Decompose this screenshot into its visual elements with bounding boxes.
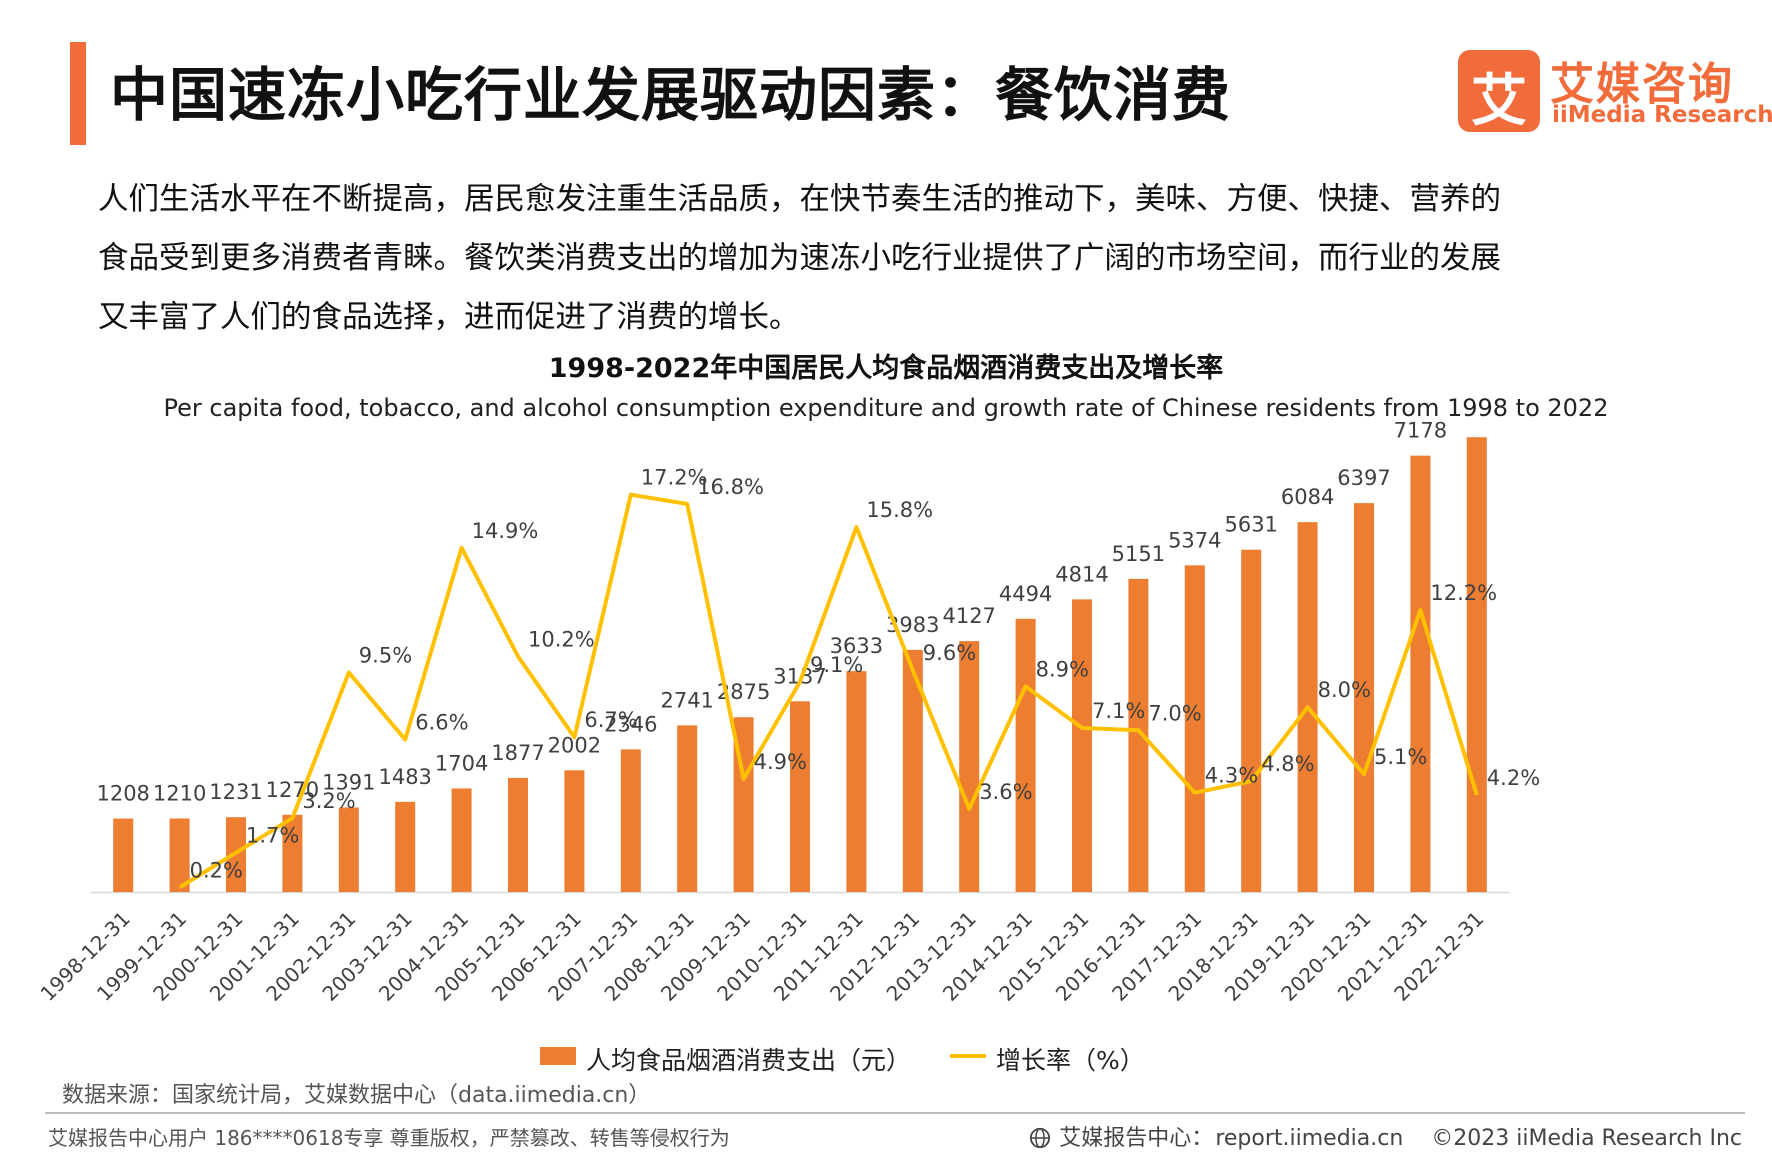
bar-value-label: 1210 bbox=[153, 781, 206, 805]
legend-label-growth: 增长率（%） bbox=[996, 1046, 1145, 1075]
growth-rate-label: 6.6% bbox=[415, 711, 468, 735]
growth-rate-label: 15.8% bbox=[866, 498, 933, 522]
footer-report-url[interactable]: report.iimedia.cn bbox=[1215, 1126, 1404, 1151]
logo-mark-icon: 艾 bbox=[1458, 50, 1540, 134]
bar-value-label: 5631 bbox=[1224, 513, 1277, 537]
growth-rate-label: 4.2% bbox=[1487, 766, 1540, 790]
bar bbox=[1410, 455, 1431, 892]
bar bbox=[338, 807, 359, 892]
bar bbox=[790, 701, 810, 892]
page-title: 中国速冻小吃行业发展驱动因素：餐饮消费 bbox=[110, 61, 1232, 129]
bar-value-label: 5151 bbox=[1112, 542, 1165, 566]
bar-value-label: 6397 bbox=[1337, 466, 1390, 490]
globe-icon bbox=[1030, 1127, 1051, 1149]
brand-logo: 艾 艾媒咨询 iiMedia Research bbox=[1458, 50, 1772, 134]
bar-value-label: 5374 bbox=[1168, 528, 1221, 552]
growth-rate-label: 3.6% bbox=[979, 780, 1032, 804]
bar-value-label: 1231 bbox=[209, 780, 262, 804]
growth-rate-label: 0.2% bbox=[190, 858, 243, 882]
chart-title: 1998-2022年中国居民人均食品烟酒消费支出及增长率 bbox=[548, 353, 1224, 384]
bar bbox=[620, 749, 641, 892]
bar bbox=[564, 770, 585, 892]
bar bbox=[508, 777, 528, 892]
growth-rate-label: 3.2% bbox=[302, 789, 355, 813]
bar-value-label: 1877 bbox=[491, 741, 544, 765]
bar-value-label: 2741 bbox=[660, 688, 713, 712]
intro-paragraph: 人们生活水平在不断提高，居民愈发注重生活品质，在快节奏生活的推动下，美味、方便、… bbox=[98, 170, 1708, 347]
logo-cn-text: 艾媒咨询 bbox=[1550, 59, 1734, 110]
bar bbox=[451, 788, 472, 892]
footer-divider bbox=[45, 1112, 1745, 1114]
growth-rate-label: 4.9% bbox=[754, 750, 807, 774]
intro-line-1: 人们生活水平在不断提高，居民愈发注重生活品质，在快节奏生活的推动下，美味、方便、… bbox=[98, 182, 1501, 217]
growth-rate-label: 16.8% bbox=[697, 475, 764, 499]
footer-right: 艾媒报告中心：report.iimedia.cn ©2023 iiMedia Re… bbox=[1029, 1120, 1742, 1152]
bar-value-label: 1391 bbox=[322, 770, 375, 794]
growth-rate-label: 17.2% bbox=[641, 466, 708, 490]
bar bbox=[1354, 503, 1374, 892]
growth-rate-label: 1.7% bbox=[246, 824, 299, 848]
bar-value-label: 4814 bbox=[1055, 562, 1108, 586]
bar bbox=[677, 725, 698, 892]
bar bbox=[282, 814, 303, 892]
bar-value-label: 2346 bbox=[604, 712, 657, 736]
data-source: 数据来源：国家统计局，艾媒数据中心（data.iimedia.cn） bbox=[62, 1083, 651, 1108]
chart-subtitle: Per capita food, tobacco, and alcohol co… bbox=[163, 394, 1609, 422]
bar-value-label: 1704 bbox=[435, 751, 488, 775]
growth-rate-label: 9.1% bbox=[810, 653, 863, 677]
bar-value-label: 1483 bbox=[378, 765, 431, 789]
footer-copyright-notice: 艾媒报告中心用户 186****0618专享 尊重版权，严禁篡改、转售等侵权行为 bbox=[48, 1126, 730, 1150]
growth-rate-label: 7.1% bbox=[1092, 699, 1145, 723]
growth-rate-label: 8.0% bbox=[1318, 678, 1371, 702]
title-accent-bar bbox=[70, 42, 86, 145]
bar-value-label: 7178 bbox=[1394, 420, 1447, 443]
bar bbox=[1184, 565, 1205, 892]
growth-rate-label: 7.0% bbox=[1148, 701, 1201, 725]
bar-value-label: 3633 bbox=[830, 634, 883, 658]
logo-mark-char: 艾 bbox=[1471, 69, 1527, 134]
growth-rate-label: 10.2% bbox=[528, 627, 595, 651]
bar-value-label: 7481 bbox=[1450, 420, 1503, 424]
bar-value-label: 4127 bbox=[942, 604, 995, 628]
bar-value-label: 4494 bbox=[999, 582, 1052, 606]
growth-rate-label: 14.9% bbox=[472, 519, 539, 543]
growth-rate-label: 9.6% bbox=[923, 641, 976, 665]
bar bbox=[1466, 437, 1487, 892]
growth-rate-label: 5.1% bbox=[1374, 745, 1427, 769]
intro-line-3: 又丰富了人们的食品选择，进而促进了消费的增长。 bbox=[98, 300, 800, 335]
growth-rate-label: 12.2% bbox=[1430, 581, 1497, 605]
bar bbox=[1128, 578, 1149, 892]
bar bbox=[902, 649, 923, 892]
bar-value-label: 1270 bbox=[266, 778, 319, 802]
legend-bar-swatch bbox=[540, 1047, 576, 1065]
bar bbox=[1241, 549, 1262, 892]
growth-rate-label: 6.7% bbox=[584, 708, 637, 732]
bar bbox=[395, 801, 416, 892]
legend-label-expenditure: 人均食品烟酒消费支出（元） bbox=[586, 1046, 912, 1075]
growth-rate-label: 9.5% bbox=[359, 644, 412, 668]
legend-line-swatch bbox=[950, 1054, 986, 1058]
bar bbox=[846, 671, 867, 892]
growth-rate-label: 8.9% bbox=[1036, 657, 1089, 681]
growth-rate-label: 4.8% bbox=[1261, 752, 1314, 776]
bar bbox=[113, 818, 134, 892]
bar-value-label: 1208 bbox=[96, 782, 149, 806]
growth-rate-label: 4.3% bbox=[1205, 764, 1258, 788]
bar-value-label: 6084 bbox=[1281, 485, 1334, 509]
bar bbox=[1015, 618, 1036, 892]
intro-line-2: 食品受到更多消费者青睐。餐饮类消费支出的增加为速冻小吃行业提供了广阔的市场空间，… bbox=[98, 241, 1501, 276]
bar bbox=[1072, 599, 1092, 892]
footer-report-label: 艾媒报告中心： bbox=[1059, 1126, 1214, 1151]
footer-copyright: ©2023 iiMedia Research Inc bbox=[1431, 1126, 1742, 1151]
logo-en-text: iiMedia Research bbox=[1552, 102, 1772, 128]
growth-rate-line bbox=[178, 492, 1479, 890]
bar bbox=[169, 818, 190, 892]
bar bbox=[959, 641, 980, 892]
